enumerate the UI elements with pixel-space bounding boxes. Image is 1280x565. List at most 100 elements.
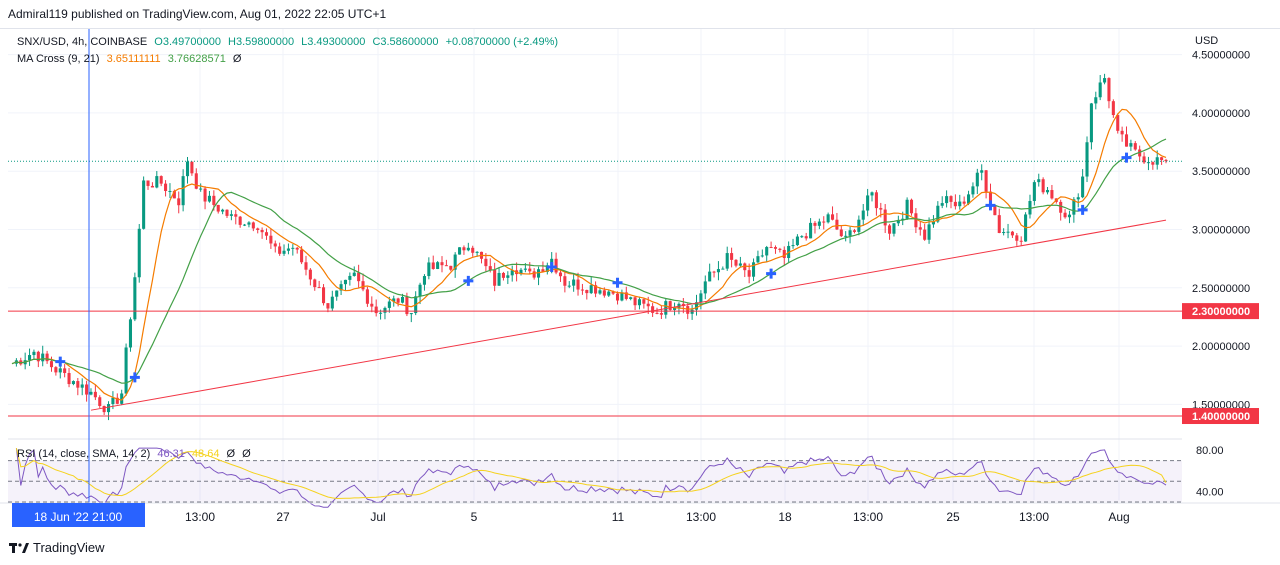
candle-body bbox=[488, 266, 492, 270]
candle-body bbox=[1085, 142, 1089, 177]
chart-canvas[interactable]: USD 4.50000000 4.00000000 3.50000000 3.00000… bbox=[0, 29, 1280, 533]
candle-body bbox=[1050, 190, 1054, 199]
candle-body bbox=[98, 397, 102, 406]
candle-body bbox=[238, 216, 242, 225]
candle-body bbox=[453, 254, 457, 270]
candle-body bbox=[181, 176, 185, 206]
candle-body bbox=[874, 192, 878, 209]
candle-body bbox=[528, 268, 532, 272]
candle-body bbox=[383, 307, 387, 313]
candle-body bbox=[537, 269, 541, 278]
candles bbox=[14, 73, 1168, 421]
candle-body bbox=[558, 272, 563, 277]
candle-body bbox=[725, 253, 729, 269]
candle-body bbox=[159, 176, 163, 184]
candle-body bbox=[177, 198, 181, 206]
candle-body bbox=[967, 194, 971, 204]
low-value: L3.49300000 bbox=[301, 36, 366, 48]
candle-body bbox=[484, 258, 488, 267]
candle-body bbox=[458, 247, 462, 255]
candle-body bbox=[392, 298, 396, 302]
candle-body bbox=[857, 219, 861, 232]
candle-body bbox=[686, 306, 690, 314]
candle-body bbox=[839, 229, 843, 237]
candle-body bbox=[563, 276, 567, 286]
candle-body bbox=[1002, 232, 1006, 234]
candle-body bbox=[927, 224, 931, 240]
cross-marker-5 bbox=[766, 268, 777, 279]
candle-body bbox=[817, 221, 821, 226]
x-tick-label: 5 bbox=[471, 510, 478, 524]
candle-body bbox=[813, 222, 817, 226]
cross-marker-8 bbox=[1121, 152, 1132, 163]
candle-body bbox=[1129, 143, 1133, 147]
candle-body bbox=[752, 262, 756, 277]
candle-body bbox=[85, 384, 89, 395]
candle-body bbox=[1103, 78, 1107, 83]
candle-body bbox=[1063, 212, 1067, 218]
candle-body bbox=[545, 265, 549, 272]
candle-body bbox=[782, 249, 786, 259]
candle-body bbox=[997, 215, 1001, 233]
ma-label: MA Cross (9, 21) bbox=[17, 53, 100, 65]
candle-body bbox=[379, 312, 383, 314]
candle-body bbox=[339, 284, 343, 291]
candle-body bbox=[945, 196, 949, 204]
candle-body bbox=[1037, 179, 1041, 183]
candle-body bbox=[54, 367, 58, 373]
candle-body bbox=[273, 243, 277, 247]
candle-body bbox=[694, 302, 699, 310]
candle-body bbox=[769, 247, 773, 249]
candle-body bbox=[501, 272, 505, 278]
candle-body bbox=[317, 287, 321, 289]
candle-body bbox=[940, 203, 944, 206]
candle-body bbox=[115, 397, 119, 404]
tradingview-logo-icon bbox=[9, 542, 29, 553]
y-tick-label: 3.50000000 bbox=[1192, 166, 1250, 178]
ma-fast-line bbox=[11, 108, 1167, 401]
candle-body bbox=[111, 397, 115, 405]
candle-body bbox=[58, 368, 62, 373]
candle-body bbox=[128, 319, 133, 348]
candle-body bbox=[734, 259, 738, 266]
candle-body bbox=[620, 292, 624, 301]
candle-body bbox=[892, 223, 896, 234]
candle-body bbox=[602, 290, 606, 296]
candle-body bbox=[63, 368, 67, 374]
candle-body bbox=[427, 262, 431, 277]
candle-body bbox=[352, 272, 356, 276]
ma-fast-value: 3.65111111 bbox=[106, 53, 161, 65]
candle-body bbox=[646, 303, 650, 307]
candle-body bbox=[49, 361, 54, 368]
candle-body bbox=[335, 290, 339, 297]
candle-body bbox=[879, 208, 883, 210]
x-tick-label: 13:00 bbox=[686, 510, 716, 524]
candle-body bbox=[747, 270, 751, 277]
price-tag-bg-0 bbox=[1182, 303, 1259, 320]
candle-body bbox=[1081, 176, 1085, 198]
candle-body bbox=[958, 201, 962, 207]
candle-body bbox=[822, 221, 826, 223]
drawn-lines bbox=[8, 29, 1182, 503]
x-tick-label: 13:00 bbox=[853, 510, 883, 524]
candle-body bbox=[1164, 159, 1168, 162]
candle-body bbox=[80, 384, 84, 388]
candle-body bbox=[1142, 156, 1146, 163]
candle-body bbox=[146, 180, 150, 186]
candle-body bbox=[730, 253, 734, 260]
candle-body bbox=[795, 236, 799, 246]
candle-body bbox=[800, 236, 804, 238]
x-tick-label: 13:00 bbox=[185, 510, 215, 524]
candle-body bbox=[286, 248, 290, 251]
candle-body bbox=[914, 213, 918, 228]
moving-averages bbox=[11, 108, 1167, 401]
candle-body bbox=[295, 247, 299, 250]
candle-body bbox=[1067, 214, 1072, 218]
candle-body bbox=[1015, 235, 1019, 241]
symbol-label: SNX/USD, 4h, COINBASE bbox=[17, 36, 148, 48]
candle-body bbox=[282, 250, 286, 254]
candle-body bbox=[475, 251, 479, 253]
candle-body bbox=[861, 210, 865, 220]
y-tick-label: 3.00000000 bbox=[1192, 225, 1250, 237]
candle-body bbox=[1019, 240, 1023, 242]
